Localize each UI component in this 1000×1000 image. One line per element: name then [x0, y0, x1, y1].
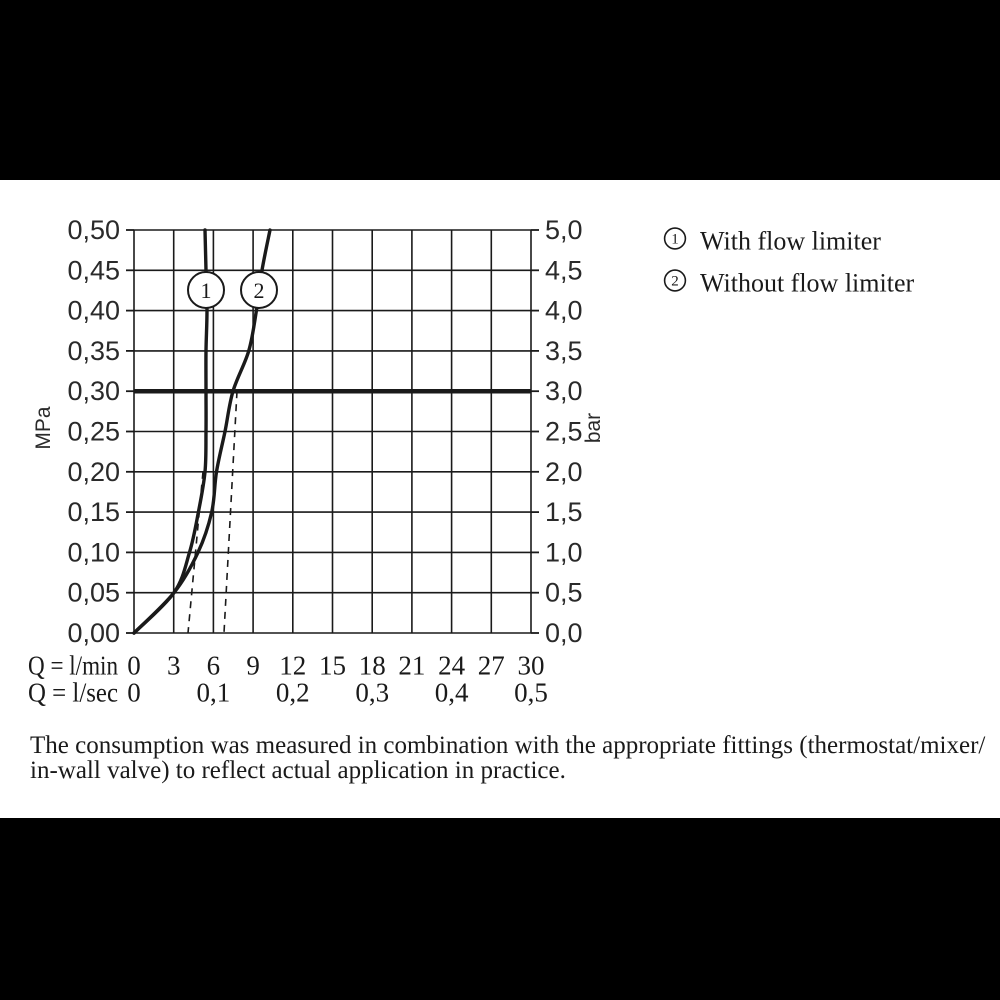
svg-text:0,25: 0,25: [67, 417, 120, 447]
svg-text:Q = l/min: Q = l/min: [28, 650, 118, 680]
svg-text:3: 3: [167, 650, 181, 680]
svg-text:1,5: 1,5: [545, 497, 583, 527]
svg-text:Without flow limiter: Without flow limiter: [700, 269, 914, 298]
svg-text:18: 18: [359, 650, 386, 680]
svg-text:0,10: 0,10: [67, 537, 120, 567]
svg-text:0,20: 0,20: [67, 457, 120, 487]
svg-text:0,45: 0,45: [67, 255, 120, 285]
svg-text:MPa: MPa: [32, 406, 55, 450]
svg-text:0: 0: [127, 677, 141, 707]
svg-text:27: 27: [478, 650, 505, 680]
svg-text:6: 6: [207, 650, 221, 680]
svg-text:0,4: 0,4: [435, 677, 469, 707]
svg-text:0,1: 0,1: [197, 677, 231, 707]
svg-text:9: 9: [246, 650, 260, 680]
svg-text:2,5: 2,5: [545, 417, 583, 447]
svg-text:0,05: 0,05: [67, 578, 120, 608]
svg-text:15: 15: [319, 650, 346, 680]
svg-text:0,5: 0,5: [545, 578, 583, 608]
svg-text:0,00: 0,00: [67, 618, 120, 648]
svg-text:12: 12: [279, 650, 306, 680]
svg-text:1,0: 1,0: [545, 537, 583, 567]
svg-text:0,30: 0,30: [67, 376, 120, 406]
svg-text:5,0: 5,0: [545, 215, 583, 245]
svg-text:0,15: 0,15: [67, 497, 120, 527]
svg-text:0,50: 0,50: [67, 215, 120, 245]
svg-text:1: 1: [671, 232, 679, 248]
svg-text:0,35: 0,35: [67, 336, 120, 366]
svg-text:24: 24: [438, 650, 466, 680]
svg-text:4,5: 4,5: [545, 255, 583, 285]
svg-text:0,0: 0,0: [545, 618, 583, 648]
svg-text:2,0: 2,0: [545, 457, 583, 487]
svg-text:3,5: 3,5: [545, 336, 583, 366]
svg-text:0,3: 0,3: [355, 677, 389, 707]
svg-text:With flow limiter: With flow limiter: [700, 227, 881, 256]
svg-text:0,5: 0,5: [514, 677, 548, 707]
svg-text:2: 2: [671, 274, 679, 290]
svg-text:bar: bar: [582, 413, 605, 443]
svg-text:30: 30: [518, 650, 545, 680]
svg-text:Q = l/sec: Q = l/sec: [28, 677, 118, 707]
svg-text:0,2: 0,2: [276, 677, 310, 707]
svg-text:3,0: 3,0: [545, 376, 583, 406]
svg-text:0,40: 0,40: [67, 296, 120, 326]
svg-text:21: 21: [398, 650, 425, 680]
svg-text:0: 0: [127, 650, 141, 680]
svg-text:4,0: 4,0: [545, 296, 583, 326]
